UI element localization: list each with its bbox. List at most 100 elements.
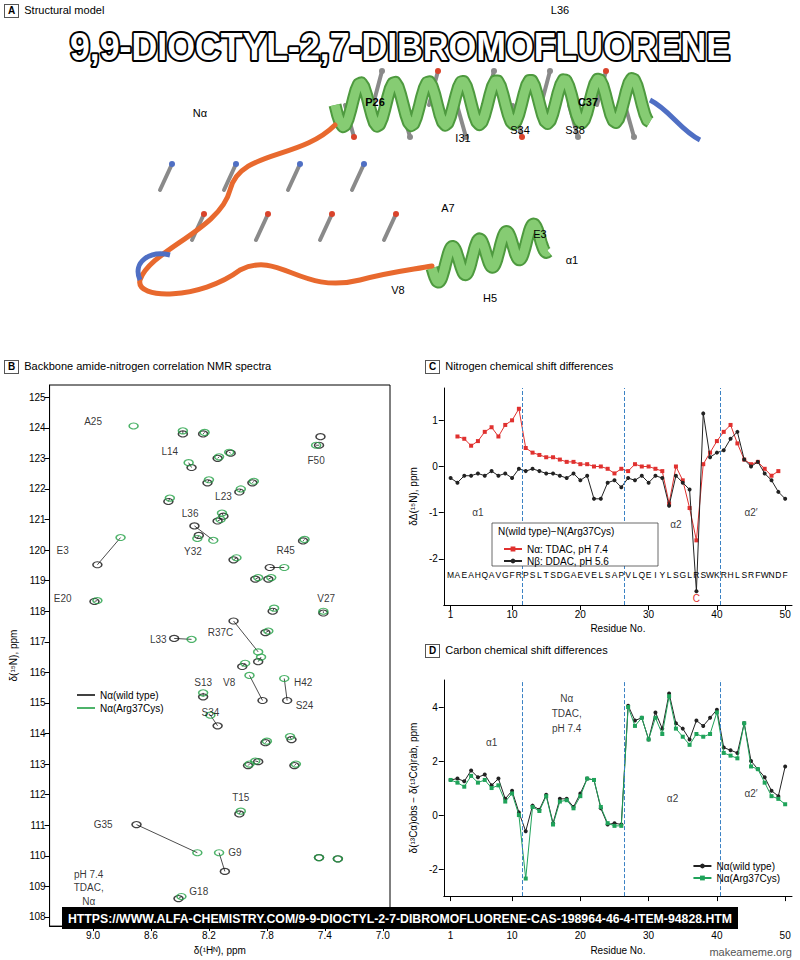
svg-text:R: R	[748, 570, 754, 580]
svg-text:D: D	[775, 570, 781, 580]
svg-text:N(wild type)−N(Arg37Cys): N(wild type)−N(Arg37Cys)	[498, 526, 614, 537]
svg-text:0: 0	[432, 810, 438, 821]
svg-text:I: I	[654, 570, 656, 580]
svg-text:114: 114	[30, 728, 46, 739]
svg-text:G9: G9	[228, 847, 242, 858]
svg-text:40: 40	[711, 930, 723, 941]
svg-text:A25: A25	[84, 416, 102, 427]
svg-text:A: A	[468, 570, 474, 580]
svg-text:20: 20	[575, 609, 587, 620]
svg-text:G: G	[502, 570, 509, 580]
svg-text:1: 1	[448, 609, 454, 620]
svg-text:111: 111	[30, 820, 46, 831]
svg-text:F: F	[755, 570, 760, 580]
svg-text:Nα: Nα	[82, 896, 95, 907]
svg-text:-2: -2	[429, 864, 438, 875]
svg-text:L36: L36	[182, 508, 199, 519]
svg-text:A: A	[612, 570, 618, 580]
svg-text:E: E	[591, 570, 597, 580]
svg-text:α1: α1	[472, 507, 484, 518]
svg-text:Nα: TDAC, pH 7.4: Nα: TDAC, pH 7.4	[527, 544, 608, 555]
svg-text:K: K	[714, 570, 720, 580]
svg-text:δ(¹³Cα)obs − δ(¹³Cα)rab, ppm: δ(¹³Cα)obs − δ(¹³Cα)rab, ppm	[408, 723, 419, 854]
svg-text:δ(¹⁵N), ppm: δ(¹⁵N), ppm	[8, 630, 19, 682]
svg-text:Nα: Nα	[193, 107, 208, 119]
svg-text:Nα(wild type): Nα(wild type)	[100, 690, 159, 701]
svg-text:α1: α1	[566, 254, 578, 266]
svg-text:Q: Q	[481, 570, 488, 580]
svg-text:8.6: 8.6	[144, 930, 158, 941]
svg-text:-1: -1	[429, 507, 438, 518]
svg-text:S: S	[530, 570, 536, 580]
svg-text:pH 7.4: pH 7.4	[74, 869, 104, 880]
svg-text:40: 40	[711, 609, 723, 620]
svg-text:α2: α2	[670, 519, 682, 530]
svg-text:30: 30	[643, 609, 655, 620]
svg-text:7.4: 7.4	[318, 930, 332, 941]
svg-text:A: A	[489, 570, 495, 580]
svg-text:C: C	[693, 593, 700, 604]
svg-text:V: V	[496, 570, 502, 580]
svg-text:H: H	[475, 570, 481, 580]
svg-text:4: 4	[432, 702, 438, 713]
svg-text:Nα(Arg37Cys): Nα(Arg37Cys)	[716, 873, 780, 884]
svg-text:E3: E3	[57, 545, 70, 556]
svg-text:F: F	[509, 570, 514, 580]
svg-text:S: S	[605, 570, 611, 580]
svg-text:H: H	[727, 570, 733, 580]
svg-text:V: V	[584, 570, 590, 580]
svg-text:Nα(wild type): Nα(wild type)	[716, 861, 775, 872]
svg-text:δ(¹Hᴺ), ppm: δ(¹Hᴺ), ppm	[194, 945, 246, 956]
svg-text:T15: T15	[232, 792, 250, 803]
svg-text:Y32: Y32	[184, 546, 202, 557]
svg-text:δΔ(¹⁵N), ppm: δΔ(¹⁵N), ppm	[408, 467, 419, 526]
svg-text:117: 117	[30, 636, 46, 647]
svg-text:50: 50	[780, 930, 792, 941]
svg-text:E: E	[578, 570, 584, 580]
svg-text:α1: α1	[486, 737, 498, 748]
svg-text:TDAC,: TDAC,	[74, 882, 104, 893]
svg-text:115: 115	[30, 697, 46, 708]
svg-text:S38: S38	[565, 124, 585, 136]
svg-text:R: R	[516, 570, 522, 580]
svg-text:S: S	[550, 570, 556, 580]
svg-text:S13: S13	[194, 677, 212, 688]
svg-text:113: 113	[30, 759, 46, 770]
svg-text:30: 30	[643, 930, 655, 941]
svg-text:116: 116	[30, 667, 46, 678]
svg-text:α2′: α2′	[744, 788, 757, 799]
svg-text:7.8: 7.8	[260, 930, 274, 941]
svg-text:A: A	[571, 570, 577, 580]
svg-text:T: T	[544, 570, 549, 580]
svg-text:118: 118	[30, 606, 46, 617]
svg-text:I31: I31	[455, 132, 470, 144]
svg-text:122: 122	[29, 483, 46, 494]
svg-text:L: L	[537, 570, 542, 580]
svg-text:123: 123	[29, 453, 46, 464]
svg-text:L: L	[667, 570, 672, 580]
svg-text:L36: L36	[551, 4, 569, 16]
svg-text:S: S	[741, 570, 747, 580]
svg-text:N: N	[768, 570, 774, 580]
svg-text:10: 10	[507, 609, 519, 620]
svg-text:Residue No.: Residue No.	[590, 945, 645, 956]
svg-text:R: R	[693, 570, 699, 580]
svg-text:pH 7.4: pH 7.4	[552, 723, 582, 734]
svg-text:P: P	[523, 570, 529, 580]
svg-text:S24: S24	[296, 700, 314, 711]
svg-text:121: 121	[29, 514, 46, 525]
svg-text:makeameme.org: makeameme.org	[709, 946, 792, 958]
svg-text:L: L	[735, 570, 740, 580]
svg-text:L: L	[633, 570, 638, 580]
svg-text:L: L	[687, 570, 692, 580]
svg-text:G18: G18	[189, 886, 208, 897]
svg-text:F50: F50	[308, 455, 326, 466]
svg-text:A7: A7	[441, 202, 454, 214]
svg-text:P: P	[618, 570, 624, 580]
svg-text:7.0: 7.0	[376, 930, 390, 941]
svg-text:Nα(Arg37Cys): Nα(Arg37Cys)	[100, 703, 164, 714]
svg-text:L33: L33	[150, 634, 167, 645]
svg-text:W: W	[706, 570, 714, 580]
svg-text:V8: V8	[391, 284, 404, 296]
svg-text:R45: R45	[277, 545, 296, 556]
